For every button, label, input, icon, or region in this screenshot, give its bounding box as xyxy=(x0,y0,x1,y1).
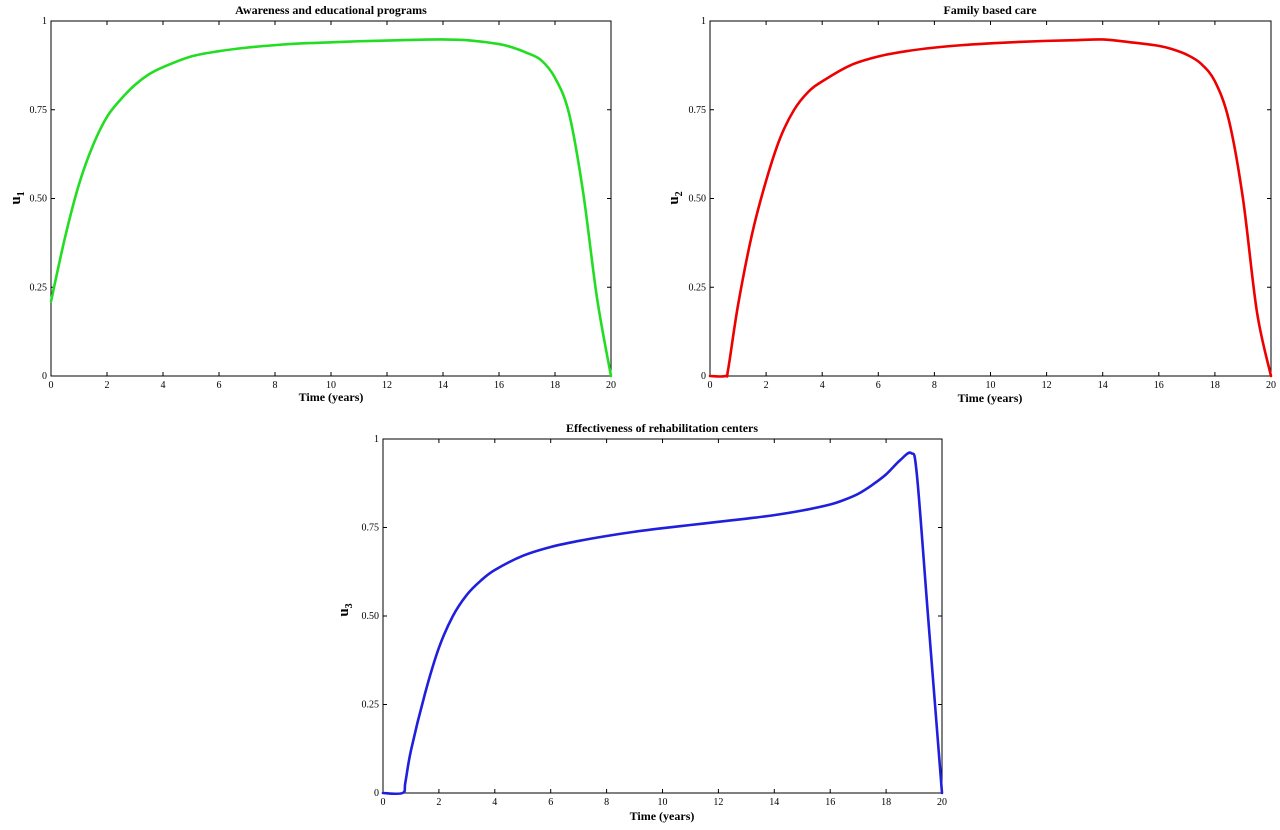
y-tick-label: 0.75 xyxy=(362,523,380,534)
x-tick-label: 0 xyxy=(381,797,386,808)
series-line-u1 xyxy=(49,38,613,378)
x-tick-label: 16 xyxy=(825,797,835,808)
x-tick-label: 4 xyxy=(492,797,497,808)
y-tick-label: 0.50 xyxy=(689,194,707,205)
x-tick-label: 14 xyxy=(769,797,779,808)
x-tick-label: 16 xyxy=(494,380,504,391)
x-tick-label: 6 xyxy=(876,380,881,391)
plot-frame xyxy=(50,20,612,377)
y-axis-label-base: u xyxy=(336,608,352,616)
y-tick-label: 0 xyxy=(701,371,706,382)
x-tick-label: 2 xyxy=(436,797,441,808)
y-tick-label: 0.25 xyxy=(30,282,48,293)
x-tick-label: 14 xyxy=(438,380,448,391)
x-tick-label: 18 xyxy=(550,380,560,391)
x-axis-label: Time (years) xyxy=(958,391,1023,405)
y-axis-label-subscript: 3 xyxy=(344,603,355,608)
chart-panel-rehabilitation: Effectiveness of rehabilitation centers … xyxy=(336,421,947,823)
x-tick-label: 12 xyxy=(713,797,723,808)
x-axis-label: Time (years) xyxy=(299,390,364,404)
x-axis-label: Time (years) xyxy=(630,809,695,823)
x-tick-label: 18 xyxy=(881,797,891,808)
y-tick-label: 1 xyxy=(374,434,379,445)
axis-ticks: 0 2 4 6 8 10 12 14 16 18 20 0 0.25 0.50 0.75 1 xyxy=(362,434,948,808)
plot-frame xyxy=(709,20,1272,377)
y-tick-label: 0.75 xyxy=(30,105,48,116)
y-axis-label: u1 xyxy=(8,191,27,204)
y-axis-label-base: u xyxy=(8,196,24,204)
x-tick-label: 16 xyxy=(1154,380,1164,391)
y-tick-label: 1 xyxy=(701,16,706,27)
axis-ticks: 0 2 4 6 8 10 12 14 16 18 20 0 0.25 0.50 0.75 1 xyxy=(30,16,617,391)
series-line-u2 xyxy=(708,38,1273,378)
x-tick-label: 4 xyxy=(161,380,166,391)
y-tick-label: 1 xyxy=(42,16,47,27)
x-tick-label: 10 xyxy=(658,797,668,808)
y-tick-label: 0 xyxy=(374,788,379,799)
axis-ticks: 0 2 4 6 8 10 12 14 16 18 20 0 0.25 0.50 0.75 1 xyxy=(689,16,1277,391)
y-tick-label: 0.50 xyxy=(362,611,380,622)
y-tick-label: 0 xyxy=(42,371,47,382)
y-axis-label-subscript: 1 xyxy=(16,191,27,196)
chart-title: Awareness and educational programs xyxy=(235,3,427,17)
x-tick-label: 8 xyxy=(604,797,609,808)
y-tick-label: 0.25 xyxy=(689,282,707,293)
y-tick-label: 0.75 xyxy=(689,105,707,116)
x-tick-label: 2 xyxy=(105,380,110,391)
x-tick-label: 4 xyxy=(820,380,825,391)
chart-title: Family based care xyxy=(943,3,1037,17)
x-tick-label: 6 xyxy=(217,380,222,391)
chart-panel-family-care: Family based care 0 2 4 6 8 10 12 14 16 18 2000.25… xyxy=(666,3,1276,405)
x-tick-label: 20 xyxy=(606,380,616,391)
chart-panel-awareness: Awareness and educational programs 0 2 4 6 8… xyxy=(8,3,616,404)
x-tick-label: 0 xyxy=(49,380,54,391)
x-tick-label: 20 xyxy=(1266,380,1276,391)
x-tick-label: 0 xyxy=(708,380,713,391)
x-tick-label: 8 xyxy=(932,380,937,391)
chart-title: Effectiveness of rehabilitation centers xyxy=(566,421,758,435)
series-line-u3 xyxy=(381,451,944,796)
x-tick-label: 2 xyxy=(764,380,769,391)
y-axis-label-base: u xyxy=(666,196,682,204)
x-tick-label: 12 xyxy=(1042,380,1052,391)
y-axis-label: u2 xyxy=(666,191,685,204)
y-axis-label-subscript: 2 xyxy=(674,191,685,196)
y-tick-label: 0.50 xyxy=(30,194,48,205)
x-tick-label: 10 xyxy=(986,380,996,391)
x-tick-label: 8 xyxy=(273,380,278,391)
x-tick-label: 12 xyxy=(382,380,392,391)
y-tick-label: 0.25 xyxy=(362,700,380,711)
x-tick-label: 10 xyxy=(326,380,336,391)
x-tick-label: 18 xyxy=(1210,380,1220,391)
plot-frame xyxy=(382,438,943,794)
y-axis-label: u3 xyxy=(336,603,355,616)
x-tick-label: 14 xyxy=(1098,380,1108,391)
x-tick-label: 20 xyxy=(937,797,947,808)
x-tick-label: 6 xyxy=(548,797,553,808)
